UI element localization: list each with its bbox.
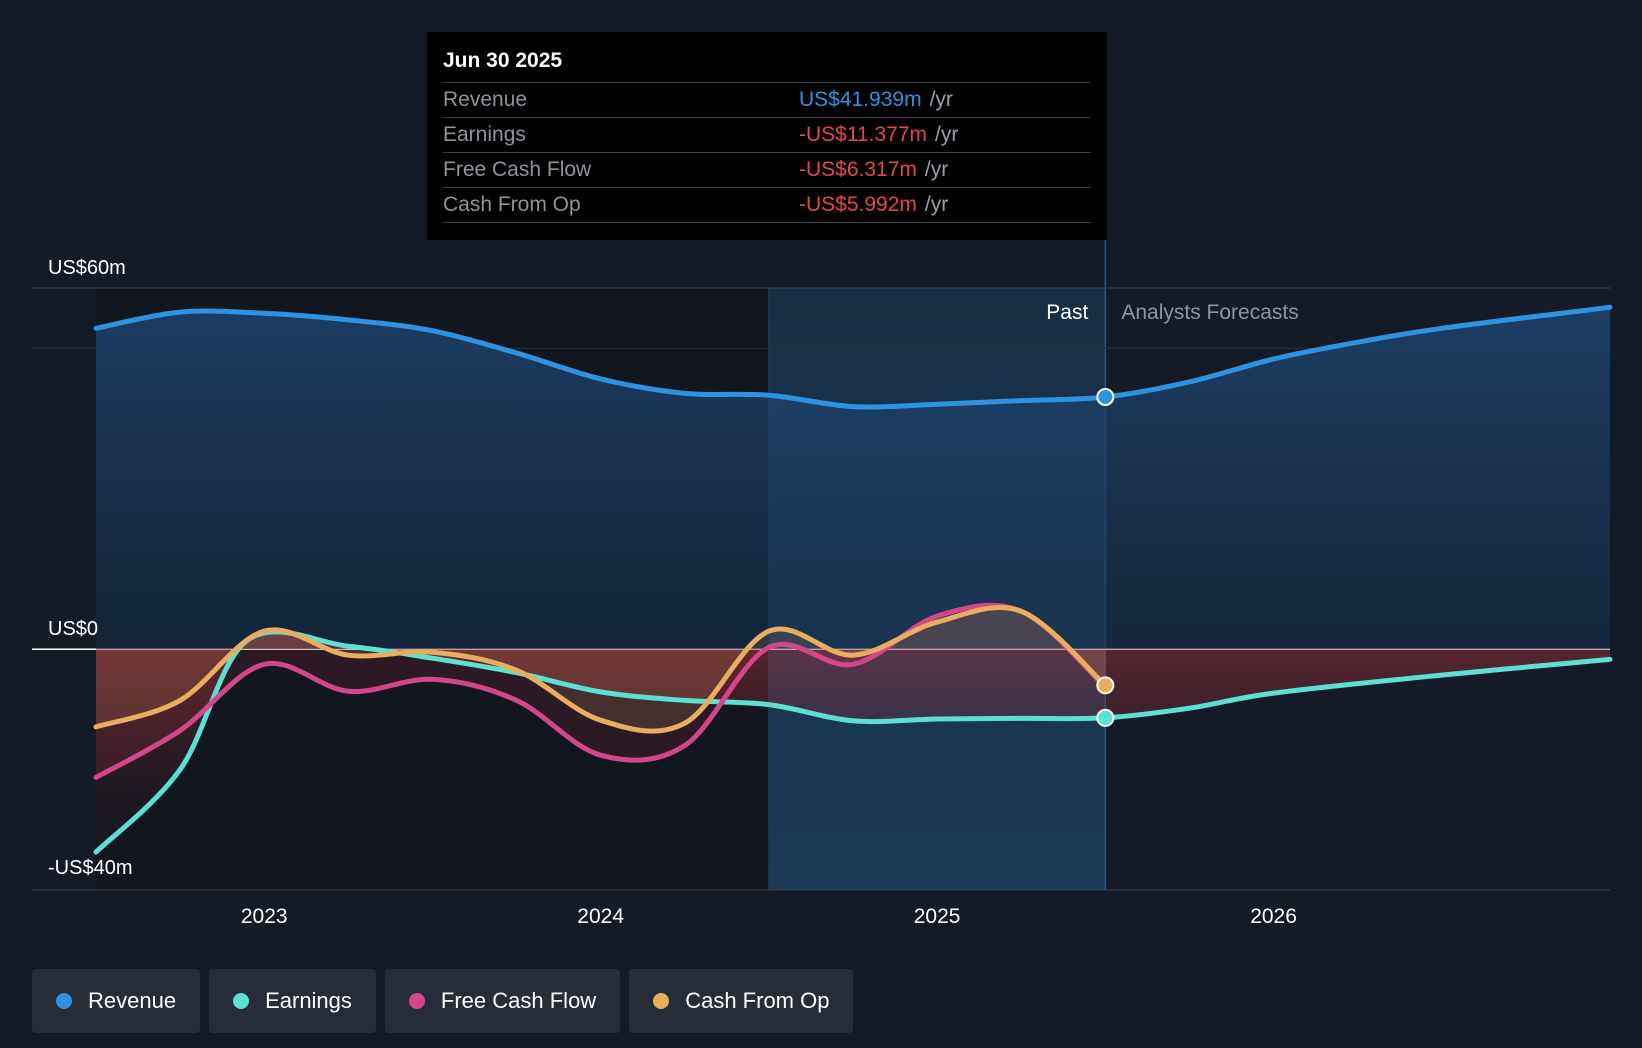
legend-item-earnings[interactable]: Earnings <box>209 969 376 1033</box>
tooltip-label: Earnings <box>443 123 526 146</box>
tooltip-row-revenue: Revenue US$41.939m /yr <box>443 83 1091 118</box>
free-cash-flow-line <box>93 602 1108 780</box>
tooltip-row-cash-from-op: Cash From Op -US$5.992m /yr <box>443 188 1091 223</box>
tooltip-row-earnings: Earnings -US$11.377m /yr <box>443 118 1091 153</box>
x-tick-label: 2025 <box>914 905 961 928</box>
tooltip-label: Cash From Op <box>443 193 581 216</box>
cash-from-op-line <box>93 605 1108 734</box>
tooltip-value: -US$11.377m <box>799 123 928 146</box>
earnings-marker <box>1096 708 1115 727</box>
legend-label: Cash From Op <box>685 988 830 1013</box>
revenue-marker <box>1096 387 1115 406</box>
legend-dot-icon <box>233 993 250 1009</box>
tooltip-unit: /yr <box>924 193 949 216</box>
legend-dot-icon <box>408 993 425 1009</box>
legend-label: Free Cash Flow <box>440 988 597 1013</box>
x-tick-label: 2023 <box>241 905 288 928</box>
tooltip-value: -US$6.317m <box>799 158 917 181</box>
tooltip-label: Revenue <box>443 88 528 111</box>
x-tick-label: 2024 <box>577 905 624 928</box>
forecast-label: Analysts Forecasts <box>1121 301 1298 324</box>
tooltip-unit: /yr <box>935 123 959 146</box>
tooltip-row-free-cash-flow: Free Cash Flow -US$6.317m /yr <box>443 153 1091 188</box>
legend-label: Earnings <box>265 988 352 1013</box>
legend-dot-icon <box>56 993 72 1009</box>
tooltip-unit: /yr <box>924 158 949 181</box>
tooltip-value: US$41.939m <box>799 88 922 111</box>
y-tick-label: US$60m <box>48 257 126 279</box>
legend-item-cash-from-op[interactable]: Cash From Op <box>629 969 854 1033</box>
past-label: Past <box>1046 301 1088 324</box>
tooltip-unit: /yr <box>929 88 953 111</box>
y-tick-label: US$0 <box>48 618 98 640</box>
legend-item-revenue[interactable]: Revenue <box>32 969 201 1033</box>
revenue-area <box>96 307 1610 650</box>
cash-from-op-marker <box>1096 676 1115 695</box>
tooltip-label: Free Cash Flow <box>443 158 592 181</box>
cash-from-op-area <box>96 607 1106 732</box>
chart-legend: Revenue Earnings Free Cash Flow Cash Fro… <box>32 969 854 1033</box>
revenue-line <box>93 304 1613 410</box>
earnings-area <box>96 631 1610 853</box>
x-tick-label: 2026 <box>1250 905 1297 928</box>
tooltip-date: Jun 30 2025 <box>443 46 1091 83</box>
legend-dot-icon <box>653 993 670 1009</box>
tooltip-value: -US$5.992m <box>799 193 917 216</box>
legend-label: Revenue <box>88 988 177 1013</box>
tooltip-panel: Jun 30 2025 Revenue US$41.939m /yr Earni… <box>427 32 1107 240</box>
legend-item-free-cash-flow[interactable]: Free Cash Flow <box>384 969 621 1033</box>
y-tick-label: -US$40m <box>48 857 132 879</box>
